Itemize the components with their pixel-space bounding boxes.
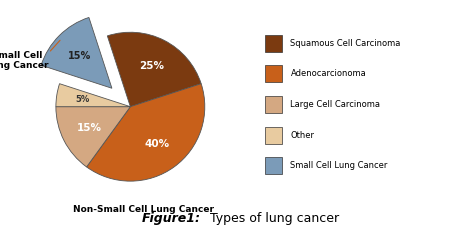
Text: Small Cell Lung Cancer: Small Cell Lung Cancer xyxy=(291,161,388,170)
Wedge shape xyxy=(56,84,130,107)
Wedge shape xyxy=(41,17,112,88)
Bar xyxy=(265,157,282,174)
Bar xyxy=(265,65,282,82)
Bar xyxy=(265,126,282,143)
Text: Non-Small Cell Lung Cancer: Non-Small Cell Lung Cancer xyxy=(73,205,214,214)
Text: Other: Other xyxy=(291,131,314,140)
Bar xyxy=(265,35,282,52)
Bar xyxy=(265,96,282,113)
Text: Small Cell
Lung Cancer: Small Cell Lung Cancer xyxy=(0,51,49,70)
Text: Squamous Cell Carcinoma: Squamous Cell Carcinoma xyxy=(291,39,401,48)
Wedge shape xyxy=(87,84,205,181)
Text: 25%: 25% xyxy=(139,61,164,71)
Text: Adenocarcionoma: Adenocarcionoma xyxy=(291,69,366,78)
Wedge shape xyxy=(107,32,201,107)
Text: Types of lung cancer: Types of lung cancer xyxy=(206,212,339,225)
Text: 15%: 15% xyxy=(77,123,102,133)
Text: 5%: 5% xyxy=(75,95,90,104)
Text: Large Cell Carcinoma: Large Cell Carcinoma xyxy=(291,100,381,109)
Text: 15%: 15% xyxy=(68,51,91,61)
Text: Figure1:: Figure1: xyxy=(142,212,201,225)
Wedge shape xyxy=(56,107,130,167)
Text: 40%: 40% xyxy=(145,139,170,149)
